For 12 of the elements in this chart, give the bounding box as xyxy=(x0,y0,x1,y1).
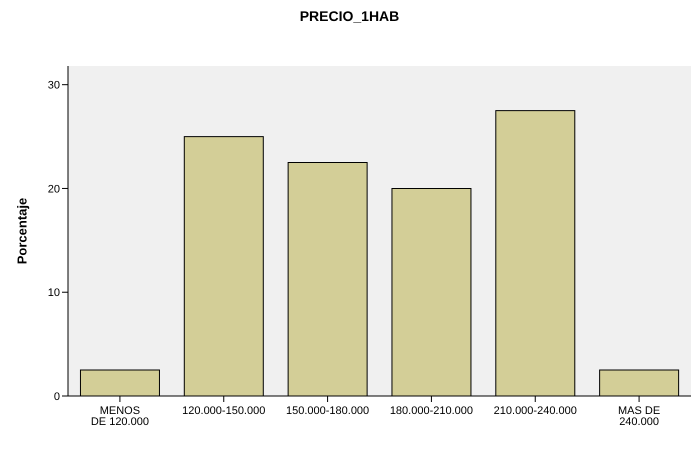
x-tick-label: 150.000-180.000 xyxy=(286,404,370,417)
y-tick-label: 30 xyxy=(48,80,60,92)
x-tick-label: MENOS DE 120.000 xyxy=(90,404,149,428)
y-axis-title: Porcentaje xyxy=(14,198,30,264)
y-tick-label: 0 xyxy=(54,390,60,403)
x-tick-label: MAS DE 240.000 xyxy=(618,404,660,428)
y-tick-label: 10 xyxy=(48,287,60,300)
x-tick-label: 210.000-240.000 xyxy=(494,404,577,417)
chart-title: PRECIO_1HAB xyxy=(298,8,400,26)
x-tick-label: 120.000-150.000 xyxy=(182,404,266,417)
x-tick-label: 180.000-210.000 xyxy=(390,404,474,417)
y-tick-label: 20 xyxy=(48,183,60,196)
